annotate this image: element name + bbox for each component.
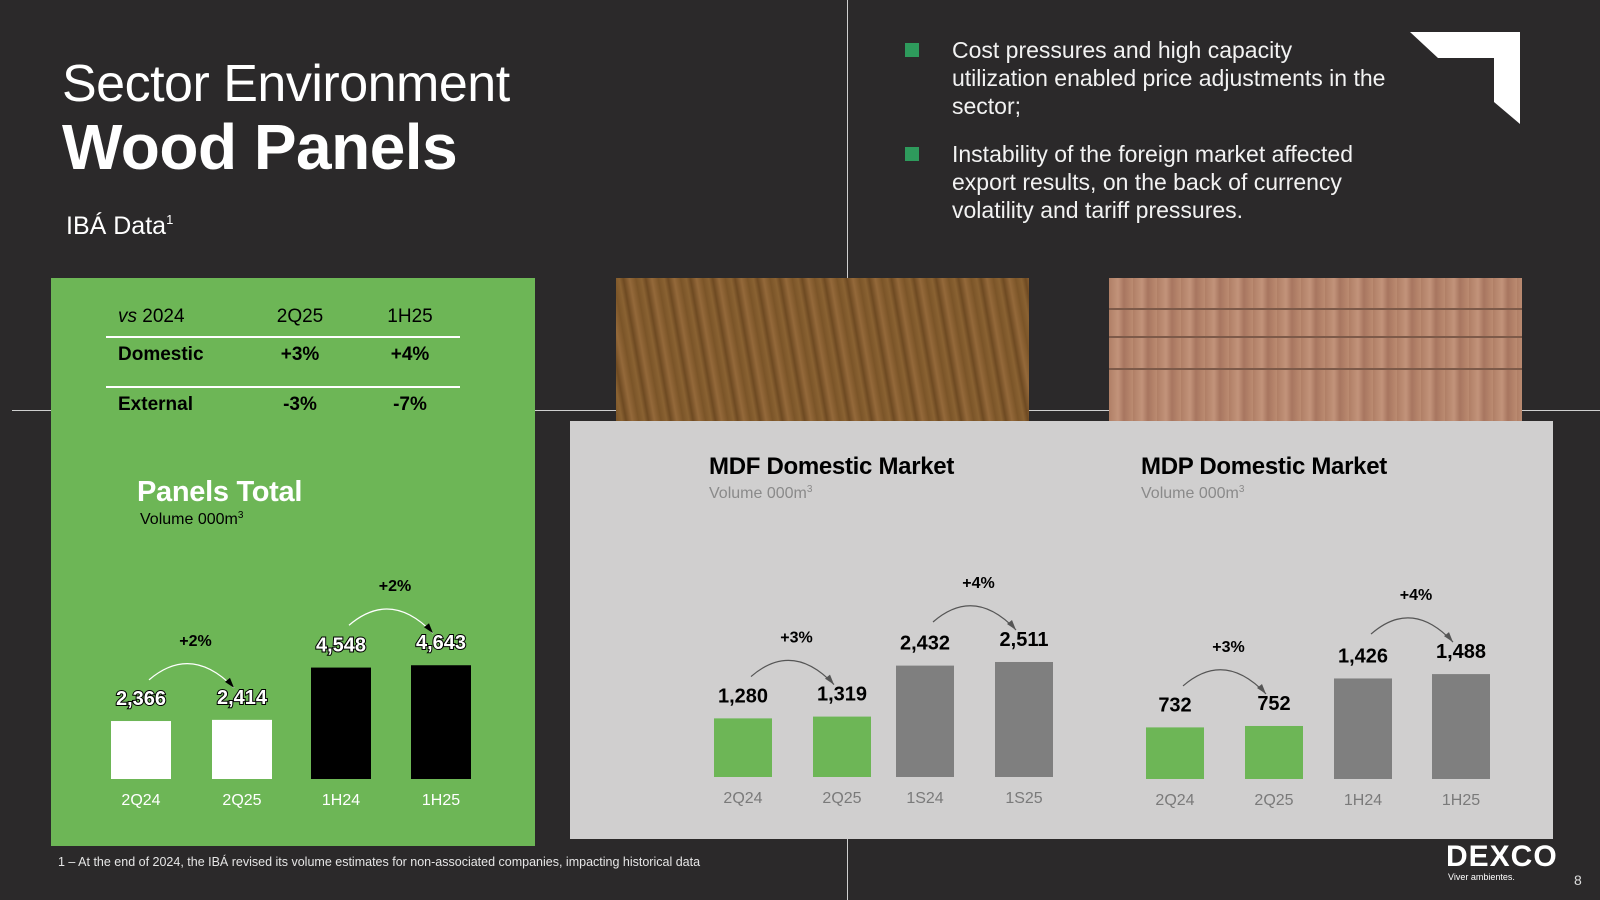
- value-label: 2,432: [900, 633, 950, 655]
- wood-texture-image-light: [1109, 278, 1522, 421]
- category-label: 2Q25: [1254, 792, 1293, 809]
- table-cell: -3%: [283, 394, 317, 415]
- table-header-col: 2Q25: [276, 306, 324, 327]
- bar: [1432, 674, 1490, 779]
- value-label: 2,414: [217, 687, 268, 709]
- bar: [212, 719, 272, 779]
- page-subtitle: IBÁ Data1: [66, 212, 174, 240]
- value-label: 752: [1257, 693, 1290, 715]
- arrowhead-icon: [424, 623, 433, 634]
- chart-subtitle-mdf: Volume 000m3: [709, 484, 813, 502]
- growth-arrow: [1182, 669, 1267, 695]
- logo-wordmark: DEXCO: [1446, 840, 1558, 873]
- table-cell: +4%: [390, 344, 430, 365]
- growth-label: +4%: [962, 575, 994, 592]
- growth-arrow: [932, 605, 1017, 631]
- table-row: External -3% -7%: [106, 394, 460, 432]
- category-label: 1S25: [1005, 790, 1042, 807]
- growth-label: +2%: [379, 578, 411, 595]
- footnote: 1 – At the end of 2024, the IBÁ revised …: [58, 855, 701, 869]
- growth-label: +3%: [1212, 639, 1244, 656]
- bullet-text-2: Instability of the foreign market affect…: [952, 141, 1354, 223]
- growth-arrow: [148, 663, 235, 689]
- value-label: 4,548: [316, 635, 366, 657]
- row-label: Domestic: [118, 344, 204, 365]
- value-label: 2,366: [116, 688, 166, 710]
- bullet-marker: [905, 147, 919, 161]
- bar: [411, 665, 471, 779]
- dexco-logo: DEXCO Viver ambientes.: [1446, 840, 1558, 883]
- bar: [1334, 678, 1392, 779]
- growth-arrow: [348, 608, 434, 634]
- chart-title-panels-total: Panels Total: [137, 476, 303, 508]
- category-label: 2Q25: [222, 792, 261, 809]
- bar: [111, 721, 171, 779]
- bar: [1245, 725, 1303, 779]
- table-header-vs: vs: [118, 306, 137, 327]
- bar: [714, 718, 772, 777]
- chart-subtitle-mdp: Volume 000m3: [1141, 484, 1245, 502]
- category-label: 2Q24: [121, 792, 160, 809]
- growth-label: +4%: [1400, 587, 1432, 604]
- wood-texture-image-dark: [616, 278, 1029, 421]
- chart-title-mdf: MDF Domestic Market: [709, 453, 955, 480]
- page-number: 8: [1574, 872, 1582, 888]
- table-header-row: vs 2024 2Q25 1H25: [106, 306, 460, 336]
- page-title-line1: Sector Environment: [62, 55, 510, 113]
- table-rule: [106, 336, 460, 338]
- value-label: 732: [1158, 694, 1191, 716]
- growth-arrow: [750, 659, 835, 686]
- table-header-year: 2024: [142, 306, 185, 327]
- value-label: 1,426: [1338, 645, 1388, 667]
- arrowhead-icon: [1007, 619, 1016, 630]
- bar: [813, 716, 871, 777]
- table-cell: +3%: [280, 344, 320, 365]
- arrowhead-icon: [225, 677, 234, 688]
- value-label: 4,643: [416, 632, 466, 654]
- table-header-col: 1H25: [387, 306, 433, 327]
- category-label: 2Q25: [822, 790, 861, 807]
- bullet-text-1: Cost pressures and high capacity utiliza…: [952, 37, 1386, 119]
- growth-label: +3%: [780, 630, 812, 647]
- table-cell: -7%: [393, 394, 427, 415]
- category-label: 1H25: [1442, 792, 1480, 809]
- arrowhead-icon: [1444, 632, 1453, 643]
- comparison-table: vs 2024 2Q25 1H25 Domestic +3% +4% Exter…: [106, 306, 460, 432]
- bar: [1146, 727, 1204, 779]
- logo-tagline: Viver ambientes.: [1448, 872, 1515, 882]
- value-label: 1,488: [1436, 641, 1486, 663]
- bullet-marker: [905, 43, 919, 57]
- page-title-line2: Wood Panels: [62, 111, 458, 183]
- value-label: 1,280: [718, 685, 768, 707]
- table-row: Domestic +3% +4%: [106, 344, 460, 382]
- chart-subtitle-panels-total: Volume 000m3: [140, 510, 244, 528]
- bar: [995, 661, 1053, 777]
- corner-arrow-icon: [1410, 32, 1520, 124]
- arrowhead-icon: [1257, 683, 1266, 694]
- chart-title-mdp: MDP Domestic Market: [1141, 453, 1387, 480]
- growth-label: +2%: [179, 633, 211, 650]
- table-rule: [106, 386, 460, 388]
- category-label: 2Q24: [1155, 792, 1194, 809]
- bar: [311, 667, 371, 779]
- bar: [896, 665, 954, 777]
- arrowhead-icon: [825, 674, 834, 685]
- category-label: 2Q24: [723, 790, 762, 807]
- row-label: External: [118, 394, 193, 415]
- category-label: 1S24: [906, 790, 943, 807]
- growth-arrow: [1370, 617, 1454, 643]
- category-label: 1H24: [322, 792, 360, 809]
- value-label: 1,319: [817, 684, 867, 706]
- category-label: 1H24: [1344, 792, 1382, 809]
- value-label: 2,511: [1000, 629, 1049, 651]
- category-label: 1H25: [422, 792, 460, 809]
